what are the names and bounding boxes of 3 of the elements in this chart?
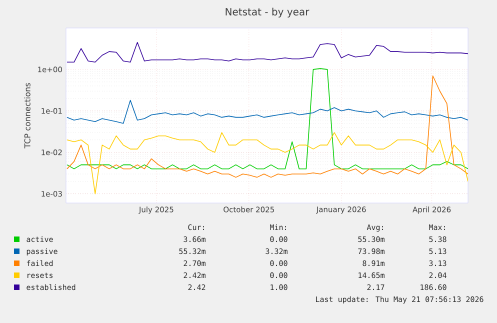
line-series xyxy=(66,100,468,124)
y-axis-title: TCP connections xyxy=(24,83,30,148)
chart-title: Netstat - by year xyxy=(226,8,310,18)
